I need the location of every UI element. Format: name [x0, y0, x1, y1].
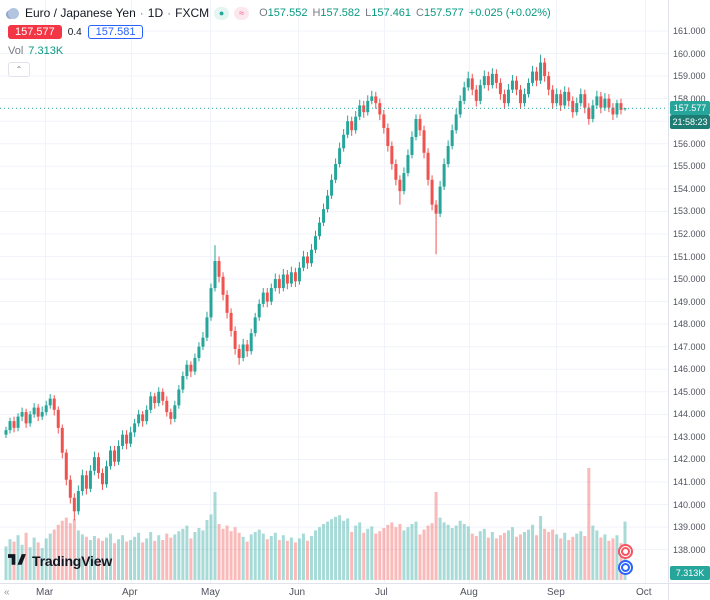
volume-value: 7.313K: [28, 45, 64, 57]
price-tick-label: 151.000: [673, 251, 706, 262]
spread-value: 0.4: [67, 26, 82, 38]
price-tick-label: 142.000: [673, 454, 706, 465]
time-tick-label: Apr: [122, 587, 138, 598]
price-tick-label: 155.000: [673, 161, 706, 172]
sell-price-button[interactable]: 157.577: [8, 25, 62, 39]
time-tick-label: Oct: [636, 587, 652, 598]
price-tick-label: 141.000: [673, 477, 706, 487]
chart-legend: Euro / Japanese Yen · 1D · FXCM ● ≈ O157…: [8, 6, 551, 77]
last-price-badge: 157.577: [670, 101, 710, 116]
change-value: +0.025 (+0.02%): [468, 7, 551, 19]
low-label: L: [365, 7, 372, 19]
blue-ring-marker-icon[interactable]: [618, 560, 633, 575]
close-label: C: [416, 7, 424, 19]
high-value: 157.582: [320, 7, 361, 19]
symbol-title[interactable]: Euro / Japanese Yen: [25, 6, 136, 20]
high-label: H: [312, 7, 321, 19]
price-scale[interactable]: 161.000160.000159.000158.000157.000156.0…: [668, 0, 710, 583]
axis-corner: [668, 583, 710, 600]
exchange-label[interactable]: FXCM: [175, 6, 210, 20]
tradingview-mark-icon: [8, 554, 26, 565]
price-tick-label: 138.000: [673, 544, 706, 555]
price-tick-label: 159.000: [673, 71, 706, 82]
buy-price-button[interactable]: 157.581: [87, 25, 144, 39]
price-tick-label: 160.000: [673, 48, 706, 59]
time-tick-label: Jul: [375, 587, 388, 598]
open-value: 157.552: [267, 7, 308, 19]
candlestick-chart[interactable]: [0, 0, 668, 583]
price-tick-label: 148.000: [673, 319, 706, 330]
separator: ·: [167, 6, 172, 20]
price-tick-label: 152.000: [673, 228, 706, 239]
collapse-pane-button[interactable]: ⌃: [8, 62, 30, 77]
open-label: O: [259, 7, 268, 19]
red-ring-marker-icon[interactable]: [618, 544, 633, 559]
time-tick-label: Jun: [289, 587, 306, 598]
interval-label[interactable]: 1D: [147, 6, 164, 20]
time-tick-label: May: [201, 587, 220, 598]
close-value: 157.577: [424, 7, 464, 19]
time-scale[interactable]: « Mar Apr May Jun Jul Aug Sep Oct: [0, 583, 668, 600]
ohlc-values: O157.552 H157.582 L157.461 C157.577 +0.0…: [259, 7, 551, 19]
price-tick-label: 150.000: [673, 274, 706, 285]
price-tick-label: 140.000: [673, 499, 706, 510]
price-tick-label: 139.000: [673, 522, 706, 533]
market-status-icon[interactable]: ●: [214, 6, 230, 20]
price-tick-label: 158.000: [673, 93, 706, 104]
low-value: 157.461: [371, 7, 412, 19]
price-tick-label: 147.000: [673, 341, 706, 352]
price-tick-label: 144.000: [673, 409, 706, 420]
tradingview-logo-text: TradingView: [32, 552, 113, 569]
time-tick-label: Mar: [36, 587, 54, 598]
price-tick-label: 145.000: [673, 386, 706, 397]
bar-countdown-badge: 21:58:23: [670, 115, 710, 130]
time-tick-label: Aug: [460, 587, 478, 598]
symbol-logo-icon: [8, 7, 19, 19]
notes-wave-icon[interactable]: ≈: [234, 6, 250, 20]
volume-label: Vol: [8, 45, 24, 57]
chart-pane[interactable]: Euro / Japanese Yen · 1D · FXCM ● ≈ O157…: [0, 0, 668, 583]
price-tick-label: 153.000: [673, 206, 706, 217]
time-tick-label: Sep: [547, 587, 565, 598]
tradingview-logo[interactable]: TradingView: [8, 552, 112, 569]
price-tick-label: 154.000: [673, 183, 706, 194]
chart-marker-icons: [618, 544, 633, 576]
price-tick-label: 149.000: [673, 296, 706, 307]
volume-axis-badge: 7.313K: [670, 566, 710, 580]
price-tick-label: 156.000: [673, 138, 706, 149]
price-tick-label: 161.000: [673, 26, 706, 36]
separator: ·: [139, 6, 144, 20]
scroll-to-start-icon[interactable]: «: [4, 587, 9, 598]
price-tick-label: 146.000: [673, 364, 706, 375]
price-tick-label: 143.000: [673, 431, 706, 442]
